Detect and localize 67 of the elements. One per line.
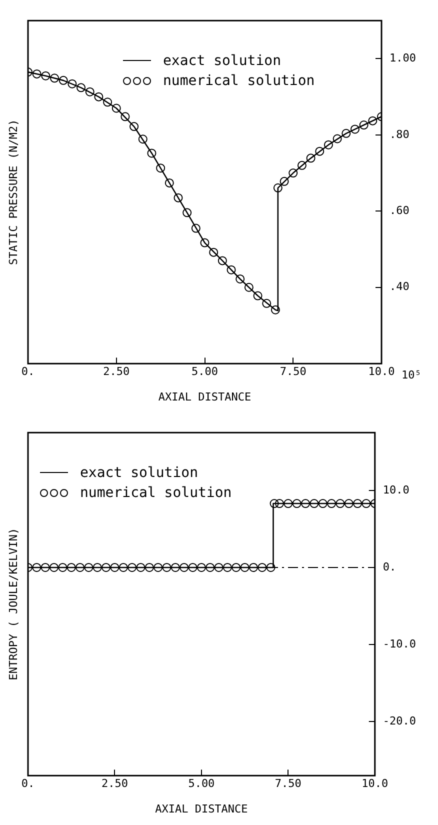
x-tick-label: 2.50 — [103, 365, 130, 378]
point — [218, 256, 227, 266]
point — [147, 148, 156, 158]
legend-label: exact solution — [80, 464, 198, 483]
point — [280, 176, 289, 186]
y-tick-label: .40 — [390, 280, 410, 294]
point — [112, 104, 121, 113]
legend-label: numerical solution — [80, 484, 232, 503]
x-tick-label: 2.50 — [101, 777, 128, 790]
point — [156, 164, 166, 173]
x-tick-label: 0. — [21, 777, 35, 790]
point — [368, 116, 378, 126]
y-tick-label: .60 — [390, 204, 410, 218]
point — [174, 193, 183, 202]
y-tick-label: .80 — [390, 128, 410, 141]
point — [85, 87, 94, 96]
y-tick-label: 1.00 — [390, 52, 416, 65]
point — [138, 134, 148, 144]
x-tick-label: 5.00 — [192, 365, 218, 378]
point — [324, 140, 333, 150]
x-tick-label: 5.00 — [188, 777, 215, 790]
x-tick-label: 0. — [21, 365, 35, 378]
legend-label: numerical solution — [163, 72, 315, 91]
x-axis-title: AXIAL DISTANCE — [155, 802, 248, 816]
point — [94, 92, 104, 102]
point — [359, 120, 368, 130]
point — [270, 305, 280, 314]
point — [200, 238, 210, 248]
point — [164, 178, 174, 188]
x-tick-label: 7.50 — [280, 365, 306, 378]
point — [76, 83, 86, 92]
y-tick-label: -20.0 — [382, 714, 416, 728]
point — [182, 208, 192, 218]
legend-label: exact solution — [163, 52, 282, 71]
x-tick-label: 10.0 — [362, 777, 388, 790]
point — [332, 134, 342, 144]
point — [103, 98, 112, 107]
point — [41, 71, 50, 80]
point — [273, 183, 282, 192]
text: 10⁵ — [402, 368, 422, 382]
point — [236, 274, 245, 284]
point — [262, 298, 272, 308]
x-axis-title: AXIAL DISTANCE — [158, 390, 252, 404]
point — [288, 168, 298, 178]
x-tick-label: 7.50 — [274, 777, 302, 790]
point — [350, 124, 360, 134]
point — [315, 146, 324, 156]
y-tick-label: 10.0 — [382, 483, 410, 496]
point — [32, 69, 42, 78]
point — [68, 79, 77, 88]
y-tick-label: -10.0 — [382, 637, 416, 650]
point — [306, 154, 316, 163]
point — [209, 248, 218, 257]
point — [50, 74, 60, 83]
point — [226, 265, 236, 274]
point — [297, 160, 306, 170]
point — [130, 122, 139, 132]
point — [244, 282, 254, 292]
point — [120, 112, 130, 122]
x-tick-label: 10.0 — [368, 365, 395, 378]
point — [253, 291, 262, 300]
y-tick-label: 0. — [382, 560, 396, 574]
point — [58, 76, 68, 85]
y-axis-title: STATIC PRESSURE (N/M2) — [6, 119, 20, 265]
point — [342, 128, 351, 138]
point — [191, 224, 200, 233]
y-axis-title: ENTROPY ( JOULE/KELVIN) — [6, 528, 20, 680]
